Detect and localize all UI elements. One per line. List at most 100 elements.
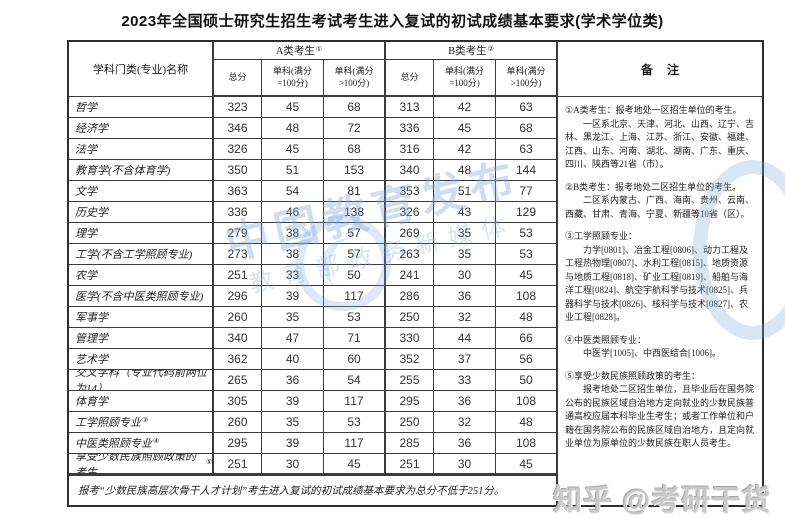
score-b-single-gt100: 68 xyxy=(496,118,558,139)
remark-body: 一区系北京、天津、河北、山西、辽宁、吉林、黑龙江、上海、江苏、浙江、安徽、福建、… xyxy=(565,118,755,170)
row-footnote-mark: ④ xyxy=(153,437,160,445)
score-b-single-100: 33 xyxy=(434,370,496,391)
remark-body: 中医学[1005]、中西医结合[1006]。 xyxy=(583,348,721,358)
score-b-single-gt100: 108 xyxy=(496,433,558,454)
score-b-single-gt100: 77 xyxy=(496,181,558,202)
score-b-total: 336 xyxy=(386,118,434,139)
score-a-single-100: 35 xyxy=(262,307,324,328)
subject-row-label: 享受少数民族照顾政策的考生 ⑤ xyxy=(69,454,214,475)
score-b-total: 316 xyxy=(386,139,434,160)
score-a-total: 363 xyxy=(214,181,262,202)
score-b-single-100: 36 xyxy=(434,391,496,412)
remark-block: ①A类考生：报考地处一区招生单位的考生。一区系北京、天津、河北、山西、辽宁、吉林… xyxy=(565,104,756,172)
score-a-total: 260 xyxy=(214,412,262,433)
remark-block: ④中医类照顾专业： 中医学[1005]、中西医结合[1006]。 xyxy=(565,334,756,361)
subheader-b-single-100: 单科(满分 =100分) xyxy=(434,60,496,97)
score-a-single-100: 33 xyxy=(262,265,324,286)
score-a-single-gt100: 68 xyxy=(324,97,386,118)
score-a-single-100: 39 xyxy=(262,433,324,454)
remark-body: 报考地处二区招生单位，且毕业后在国务院公布的民族区域自治地方定向就业的少数民族普… xyxy=(565,384,755,448)
score-b-single-gt100: 53 xyxy=(496,244,558,265)
score-b-single-gt100: 48 xyxy=(496,412,558,433)
subject-row-label: 教育学(不含体育学) xyxy=(69,160,214,181)
score-b-total: 251 xyxy=(386,454,434,475)
subject-name: 文学 xyxy=(75,186,97,198)
subject-row-label: 管理学 xyxy=(69,328,214,349)
score-a-total: 323 xyxy=(214,97,262,118)
score-a-single-gt100: 45 xyxy=(324,454,386,475)
score-b-single-gt100: 108 xyxy=(496,286,558,307)
subject-row-label: 经济学 xyxy=(69,118,214,139)
page-title: 2023年全国硕士研究生招生考试考生进入复试的初试成绩基本要求(学术学位类) xyxy=(121,13,664,30)
score-b-total: 352 xyxy=(386,349,434,370)
score-b-total: 330 xyxy=(386,328,434,349)
score-b-single-gt100: 129 xyxy=(496,202,558,223)
score-table: 学科门类(专业)名称 A类考生 ① B类考生 ② 备注 总分 单科(满分 =100分… xyxy=(67,40,764,507)
score-a-single-100: 48 xyxy=(262,118,324,139)
score-a-single-gt100: 153 xyxy=(324,160,386,181)
score-b-single-100: 42 xyxy=(434,139,496,160)
remark-head: ②B类考生：报考地处二区招生单位的考生。 xyxy=(565,181,742,192)
score-b-total: 285 xyxy=(386,433,434,454)
group-b-footnote-mark: ② xyxy=(487,44,494,53)
subject-row-label: 工学(不含工学照顾专业) xyxy=(69,244,214,265)
score-b-total: 263 xyxy=(386,244,434,265)
score-a-single-100: 45 xyxy=(262,139,324,160)
score-b-total: 313 xyxy=(386,97,434,118)
column-group-a: A类考生 ① xyxy=(214,42,386,60)
subheader-b-total: 总分 xyxy=(386,60,434,97)
score-b-single-100: 30 xyxy=(434,265,496,286)
score-a-single-100: 30 xyxy=(262,454,324,475)
score-a-single-100: 47 xyxy=(262,328,324,349)
score-a-single-gt100: 81 xyxy=(324,181,386,202)
score-a-single-100: 45 xyxy=(262,97,324,118)
score-a-single-100: 35 xyxy=(262,412,324,433)
score-b-single-100: 32 xyxy=(434,412,496,433)
score-a-single-100: 51 xyxy=(262,160,324,181)
score-a-single-gt100: 117 xyxy=(324,286,386,307)
score-b-single-100: 44 xyxy=(434,328,496,349)
subject-row-label: 交叉学科（专业代码前两位为14） xyxy=(69,370,214,391)
score-a-single-100: 40 xyxy=(262,349,324,370)
score-b-single-gt100: 45 xyxy=(496,454,558,475)
score-b-single-100: 36 xyxy=(434,286,496,307)
subject-row-label: 哲学 xyxy=(69,97,214,118)
remark-head: ⑤享受少数民族照顾政策的考生： xyxy=(565,370,701,381)
score-a-single-gt100: 72 xyxy=(324,118,386,139)
score-b-single-gt100: 144 xyxy=(496,160,558,181)
score-b-single-100: 30 xyxy=(434,454,496,475)
subject-name: 管理学 xyxy=(75,333,108,345)
subject-name: 医学(不含中医类照顾专业) xyxy=(75,291,204,303)
score-a-total: 336 xyxy=(214,202,262,223)
subject-name: 理学 xyxy=(75,228,97,240)
subject-row-label: 理学 xyxy=(69,223,214,244)
score-b-single-gt100: 50 xyxy=(496,370,558,391)
score-a-total: 265 xyxy=(214,370,262,391)
score-b-single-gt100: 63 xyxy=(496,97,558,118)
remark-head: ①A类考生：报考地处一区招生单位的考生。 xyxy=(565,105,742,115)
score-a-single-100: 46 xyxy=(262,202,324,223)
score-a-single-gt100: 57 xyxy=(324,244,386,265)
subject-row-label: 中医类照顾专业 ④ xyxy=(69,433,214,454)
subject-row-label: 文学 xyxy=(69,181,214,202)
score-b-single-100: 35 xyxy=(434,223,496,244)
score-a-single-100: 36 xyxy=(262,370,324,391)
subject-name: 享受少数民族照顾政策的考生 xyxy=(75,454,196,475)
subject-name: 军事学 xyxy=(75,312,108,324)
score-a-single-100: 38 xyxy=(262,223,324,244)
subject-row-label: 体育学 xyxy=(69,391,214,412)
score-b-total: 286 xyxy=(386,286,434,307)
remarks-panel: ①A类考生：报考地处一区招生单位的考生。一区系北京、天津、河北、山西、辽宁、吉林… xyxy=(558,97,762,505)
subject-name: 工学(不含工学照顾专业) xyxy=(75,249,193,261)
row-footnote-mark: ③ xyxy=(142,416,149,424)
column-group-b: B类考生 ② xyxy=(386,42,558,60)
score-b-single-gt100: 56 xyxy=(496,349,558,370)
score-b-single-100: 51 xyxy=(434,181,496,202)
score-a-single-gt100: 57 xyxy=(324,223,386,244)
subheader-a-single-gt100: 单科(满分 >100分) xyxy=(324,60,386,97)
score-b-single-gt100: 66 xyxy=(496,328,558,349)
remark-head: ④中医类照顾专业： xyxy=(565,334,647,345)
column-header-remarks: 备注 xyxy=(558,42,762,97)
score-a-total: 273 xyxy=(214,244,262,265)
score-b-total: 295 xyxy=(386,391,434,412)
